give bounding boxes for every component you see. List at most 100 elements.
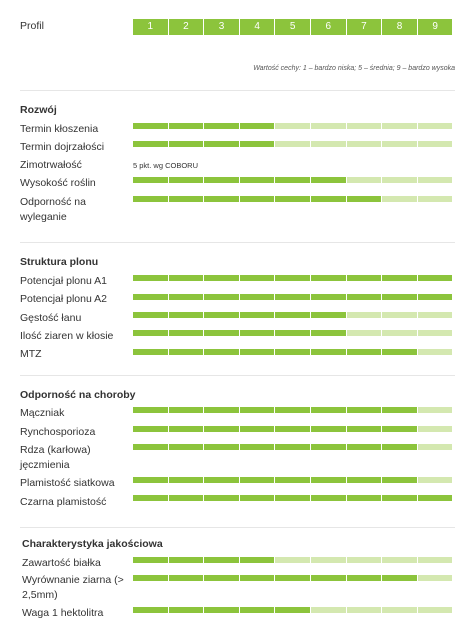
score-filled [382, 477, 417, 483]
score-filled [204, 312, 239, 318]
score-filled [133, 275, 168, 281]
score-filled [311, 349, 346, 355]
score-filled [239, 196, 275, 202]
score-filled [275, 294, 310, 300]
score-filled [346, 294, 382, 300]
score-empty [346, 123, 382, 129]
score-filled [311, 426, 346, 432]
score-filled [275, 477, 310, 483]
row-label: Wyrównanie ziarna (> 2,5mm) [22, 574, 124, 601]
section-title: Odporność na choroby [20, 389, 136, 401]
score-filled [133, 123, 168, 129]
scale-step: 9 [417, 19, 453, 35]
score-filled [311, 495, 346, 501]
score-filled [239, 177, 275, 183]
profile-label: Profil [20, 20, 44, 32]
score-empty [311, 123, 346, 129]
score-filled [168, 444, 204, 450]
score-filled [417, 495, 453, 501]
score-empty [275, 123, 310, 129]
score-empty [382, 330, 417, 336]
score-filled [417, 275, 453, 281]
score-filled [382, 495, 417, 501]
score-filled [275, 177, 310, 183]
row-label: Zawartość białka [22, 557, 101, 569]
scale-step: 2 [168, 19, 204, 35]
score-filled [204, 426, 239, 432]
row-label: Czarna plamistość [20, 496, 107, 508]
score-filled [311, 330, 346, 336]
score-filled [275, 349, 310, 355]
row-label: MTZ [20, 348, 42, 360]
score-filled [204, 477, 239, 483]
score-filled [133, 607, 168, 613]
score-filled [346, 349, 382, 355]
score-empty [346, 312, 382, 318]
score-filled [311, 312, 346, 318]
row-label: Termin kłoszenia [20, 123, 99, 135]
score-filled [346, 575, 382, 581]
row-label: Plamistość siatkowa [20, 477, 115, 489]
separator [20, 242, 455, 243]
row-label: Rynchosporioza [20, 426, 96, 438]
score-filled [239, 407, 275, 413]
score-filled [239, 477, 275, 483]
row-label: Termin dojrzałości [20, 141, 105, 153]
score-filled [311, 407, 346, 413]
section-title: Rozwój [20, 104, 57, 116]
score-filled [133, 312, 168, 318]
separator [20, 375, 455, 376]
score-filled [239, 275, 275, 281]
score-empty [311, 141, 346, 147]
score-filled [204, 177, 239, 183]
score-filled [168, 349, 204, 355]
score-empty [346, 557, 382, 563]
score-filled [133, 444, 168, 450]
score-filled [275, 330, 310, 336]
score-filled [133, 557, 168, 563]
score-empty [417, 123, 453, 129]
score-filled [275, 312, 310, 318]
score-filled [382, 349, 417, 355]
score-filled [168, 294, 204, 300]
scale-step: 8 [382, 19, 417, 35]
score-filled [133, 294, 168, 300]
scale-step: 4 [239, 19, 275, 35]
score-filled [204, 444, 239, 450]
scale-step: 7 [346, 19, 382, 35]
score-filled [133, 177, 168, 183]
score-empty [382, 141, 417, 147]
score-filled [204, 607, 239, 613]
row-label: Waga 1 hektolitra [22, 607, 104, 619]
score-filled [239, 312, 275, 318]
row-label: Potencjał plonu A1 [20, 275, 107, 287]
score-filled [168, 275, 204, 281]
score-filled [168, 407, 204, 413]
score-filled [204, 123, 239, 129]
score-filled [133, 575, 168, 581]
score-filled [346, 407, 382, 413]
section-title: Charakterystyka jakościowa [22, 538, 163, 550]
score-filled [133, 407, 168, 413]
score-filled [346, 426, 382, 432]
score-filled [382, 294, 417, 300]
score-empty [417, 196, 453, 202]
separator [20, 527, 455, 528]
score-filled [239, 330, 275, 336]
score-empty [311, 557, 346, 563]
score-filled [168, 477, 204, 483]
scale-step: 6 [311, 19, 346, 35]
score-filled [311, 275, 346, 281]
score-empty [417, 349, 453, 355]
score-filled [133, 196, 168, 202]
score-empty [417, 575, 453, 581]
score-filled [346, 444, 382, 450]
score-filled [417, 294, 453, 300]
score-filled [133, 141, 168, 147]
score-empty [417, 407, 453, 413]
scale-step: 1 [133, 19, 168, 35]
score-filled [239, 607, 275, 613]
scale-step: 3 [204, 19, 239, 35]
score-filled [168, 312, 204, 318]
score-empty [417, 426, 453, 432]
